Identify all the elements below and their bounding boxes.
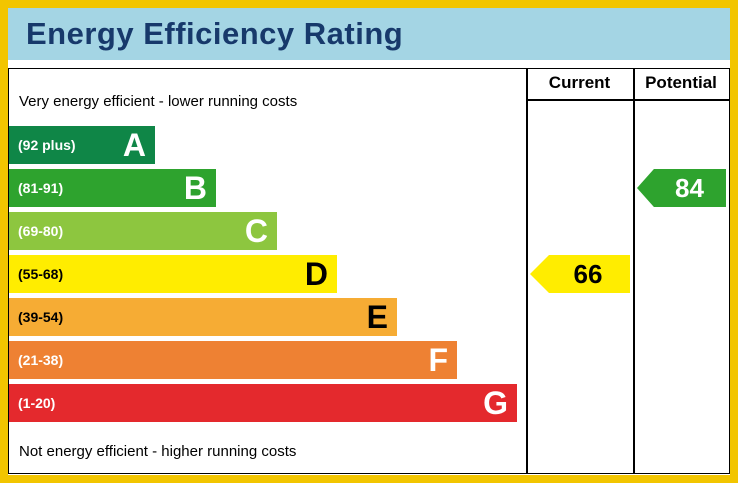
- band-letter: D: [304, 256, 328, 292]
- band-row-e: (39-54) E: [9, 298, 526, 341]
- potential-rating-value: 84: [675, 172, 704, 203]
- band-letter: E: [366, 299, 388, 335]
- band-row-b: (81-91) B: [9, 169, 526, 212]
- page-title: Energy Efficiency Rating: [26, 16, 404, 51]
- band-row-a: (92 plus) A: [9, 126, 526, 169]
- band-bar-a: (92 plus) A: [9, 126, 155, 164]
- band-letter: B: [183, 170, 207, 206]
- band-row-f: (21-38) F: [9, 341, 526, 384]
- column-divider: [633, 69, 635, 473]
- band-range-label: (81-91): [18, 180, 64, 196]
- band-range-label: (39-54): [18, 309, 64, 325]
- rating-table: Current Potential Very energy efficient …: [8, 68, 730, 474]
- band-list: (92 plus) A (81-91) B (69-80) C (55-68) D (39-54…: [9, 126, 526, 427]
- band-bar-g: (1-20) G: [9, 384, 517, 422]
- current-rating-value: 66: [573, 258, 603, 289]
- bottom-note: Not energy efficient - higher running co…: [19, 443, 297, 460]
- band-row-g: (1-20) G: [9, 384, 526, 427]
- band-range-label: (55-68): [18, 266, 64, 282]
- potential-rating-arrow: 84: [637, 169, 726, 207]
- top-note: Very energy efficient - lower running co…: [19, 93, 298, 110]
- band-letter: G: [483, 385, 508, 421]
- band-range-label: (69-80): [18, 223, 64, 239]
- band-range-label: (92 plus): [18, 137, 76, 153]
- band-bar-f: (21-38) F: [9, 341, 457, 379]
- title-bar: Energy Efficiency Rating: [8, 8, 730, 60]
- band-row-d: (55-68) D: [9, 255, 526, 298]
- band-letter: A: [122, 127, 146, 163]
- band-bar-d: (55-68) D: [9, 255, 337, 293]
- band-bar-c: (69-80) C: [9, 212, 277, 250]
- band-bar-e: (39-54) E: [9, 298, 397, 336]
- band-letter: F: [428, 342, 448, 378]
- band-range-label: (21-38): [18, 352, 64, 368]
- column-divider: [526, 69, 528, 473]
- potential-column-header: Potential: [633, 69, 729, 101]
- band-letter: C: [244, 213, 268, 249]
- band-bar-b: (81-91) B: [9, 169, 216, 207]
- current-column-header: Current: [526, 69, 633, 101]
- band-row-c: (69-80) C: [9, 212, 526, 255]
- band-range-label: (1-20): [18, 395, 56, 411]
- current-rating-arrow: 66: [530, 255, 630, 293]
